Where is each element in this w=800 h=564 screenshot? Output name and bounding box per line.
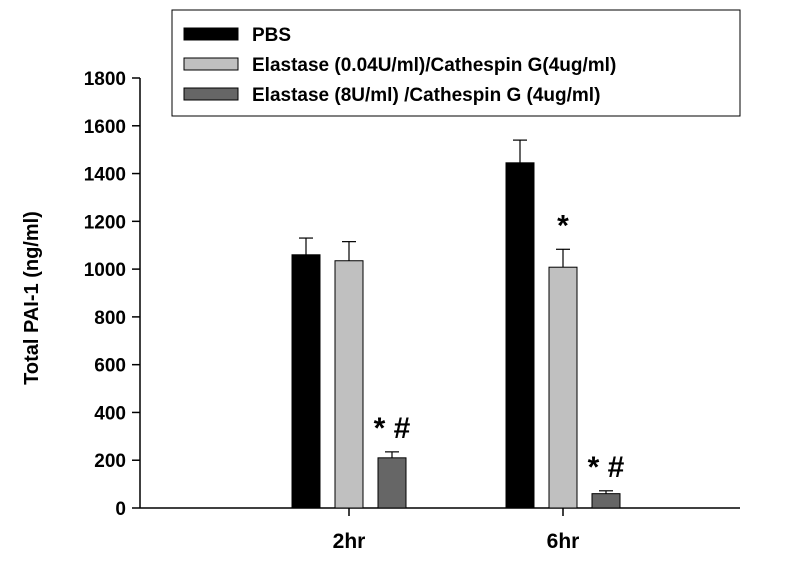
significance-marker: * [557, 209, 569, 242]
x-tick-label: 6hr [547, 530, 580, 553]
legend-box [171, 9, 741, 117]
y-tick-label: 0 [115, 499, 126, 520]
x-tick-label: 2hr [333, 530, 366, 553]
legend-label: Elastase (8U/ml) /Cathespin G (4ug/ml) [252, 85, 600, 106]
y-axis-label: Total PAI-1 (ng/ml) [21, 211, 43, 385]
legend-swatch [183, 87, 239, 101]
bars: * # * * # [291, 139, 625, 509]
legend-swatch [183, 57, 239, 71]
y-tick-label: 400 [94, 403, 126, 424]
legend-swatch [183, 27, 239, 41]
y-tick-label: 1200 [84, 212, 126, 233]
significance-marker: * # [588, 451, 625, 484]
y-tick-label: 1000 [84, 260, 126, 281]
legend-label: PBS [252, 25, 291, 46]
y-tick-label: 1400 [84, 165, 126, 186]
bar [334, 260, 364, 509]
y-tick-label: 800 [94, 308, 126, 329]
legend: PBS Elastase (0.04U/ml)/Cathespin G(4ug/m… [171, 9, 741, 117]
y-tick-label: 1800 [84, 69, 126, 90]
y-tick-label: 200 [94, 451, 126, 472]
y-tick-label: 600 [94, 356, 126, 377]
significance-marker: * # [374, 412, 411, 445]
axes: 0 200 400 600 800 1000 1200 1400 1600 1800 2hr 6hr [84, 69, 740, 553]
bar [377, 457, 407, 509]
y-tick-label: 1600 [84, 117, 126, 138]
bar [591, 493, 621, 509]
bar [505, 162, 535, 509]
bar [291, 254, 321, 509]
bar [548, 266, 578, 509]
legend-label: Elastase (0.04U/ml)/Cathespin G(4ug/ml) [252, 55, 616, 76]
